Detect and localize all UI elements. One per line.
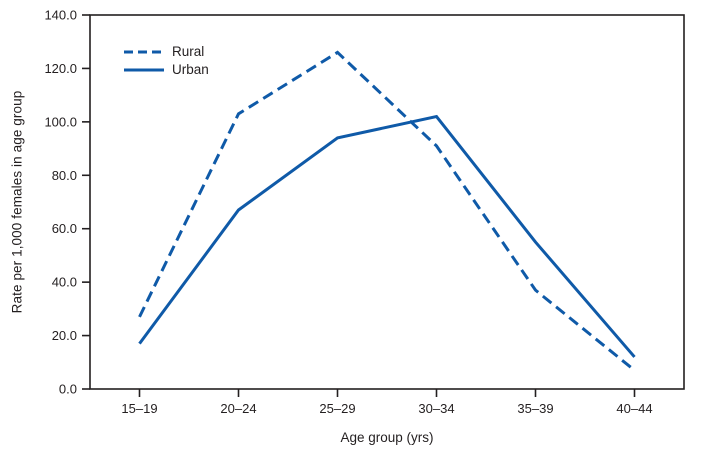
urban-solid-line-icon	[124, 68, 164, 72]
y-axis-title: Rate per 1,000 females in age group	[9, 90, 25, 314]
plot-border	[89, 14, 685, 390]
x-tick-label: 20–24	[220, 401, 256, 416]
x-tick-label: 35–39	[517, 401, 553, 416]
y-tick-label: 20.0	[52, 328, 77, 343]
x-tick-label: 15–19	[121, 401, 157, 416]
x-tick-label: 25–29	[319, 401, 355, 416]
x-tick-label: 30–34	[418, 401, 454, 416]
y-tick-label: 40.0	[52, 275, 77, 290]
y-tick-label: 0.0	[59, 382, 77, 397]
y-tick-label: 120.0	[44, 61, 77, 76]
series-line-urban	[138, 114, 636, 358]
legend-item-urban: Urban	[124, 61, 209, 79]
legend-label-urban: Urban	[172, 62, 209, 77]
series-line-rural	[138, 50, 636, 372]
y-tick-label: 140.0	[44, 8, 77, 23]
y-tick-label: 60.0	[52, 221, 77, 236]
legend-item-rural: Rural	[124, 43, 209, 61]
legend: Rural Urban	[124, 43, 209, 79]
x-tick-label: 40–44	[616, 401, 652, 416]
y-tick-label: 100.0	[44, 114, 77, 129]
x-axis-title: Age group (yrs)	[340, 430, 434, 445]
legend-label-rural: Rural	[172, 44, 205, 59]
rural-dashed-line-icon	[124, 50, 164, 54]
y-tick-label: 80.0	[52, 168, 77, 183]
